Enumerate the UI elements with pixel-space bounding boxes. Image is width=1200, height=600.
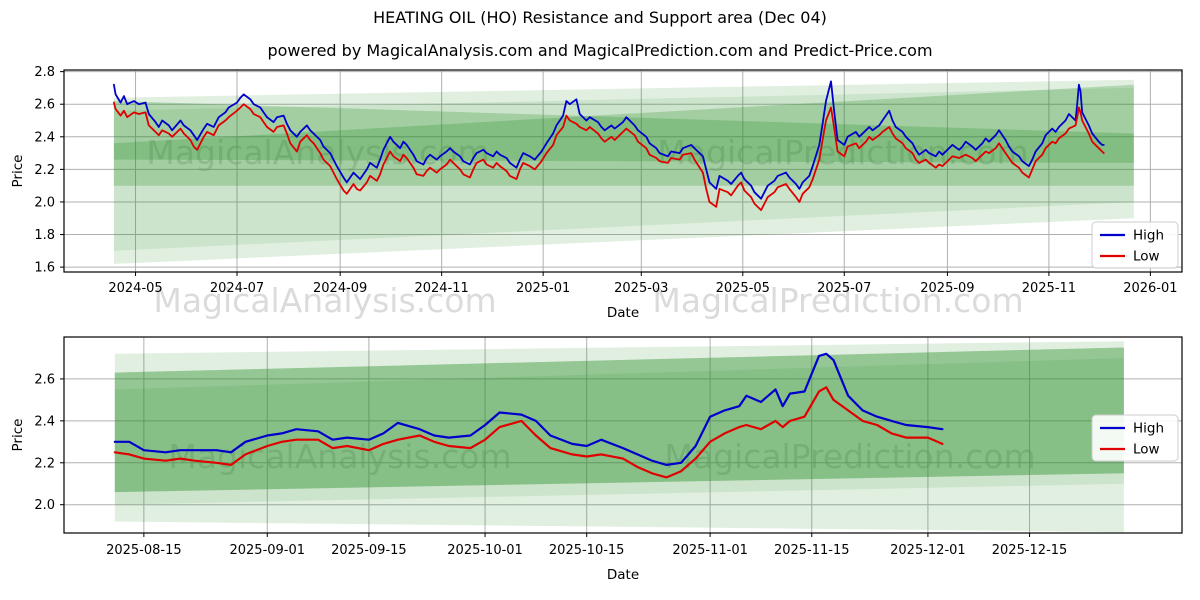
svg-text:2024-11: 2024-11 [414, 281, 468, 296]
svg-text:2.2: 2.2 [34, 163, 55, 178]
svg-text:Date: Date [607, 305, 639, 321]
svg-text:2025-07: 2025-07 [817, 281, 871, 296]
svg-text:2.8: 2.8 [34, 65, 55, 80]
svg-text:2.4: 2.4 [34, 130, 55, 145]
svg-text:1.6: 1.6 [34, 261, 55, 276]
svg-text:Price: Price [10, 155, 26, 188]
svg-text:2025-11: 2025-11 [1022, 281, 1076, 296]
price-chart-bottom: 2025-08-15 2025-09-01 2025-09-15 2025-10-01… [10, 336, 1183, 583]
svg-text:2025-10-15: 2025-10-15 [549, 543, 625, 558]
svg-text:2026-01: 2026-01 [1123, 281, 1177, 296]
svg-text:2.0: 2.0 [34, 195, 55, 210]
svg-text:2.0: 2.0 [34, 498, 55, 513]
svg-text:Price: Price [10, 419, 26, 452]
svg-text:2025-12-01: 2025-12-01 [890, 543, 966, 558]
svg-text:2.4: 2.4 [34, 414, 55, 429]
svg-text:2025-03: 2025-03 [614, 281, 668, 296]
figure-title: HEATING OIL (HO) Resistance and Support … [373, 8, 827, 27]
svg-text:2025-11-01: 2025-11-01 [672, 543, 748, 558]
svg-text:High: High [1133, 228, 1164, 244]
svg-text:2025-10-01: 2025-10-01 [447, 543, 523, 558]
figure-subtitle: powered by MagicalAnalysis.com and Magic… [267, 41, 933, 60]
svg-text:2025-01: 2025-01 [516, 281, 570, 296]
svg-text:2025-09-15: 2025-09-15 [331, 543, 407, 558]
svg-text:2025-08-15: 2025-08-15 [106, 543, 182, 558]
svg-text:2025-09: 2025-09 [920, 281, 974, 296]
svg-text:Date: Date [607, 567, 639, 583]
svg-text:Low: Low [1133, 442, 1160, 458]
svg-text:Low: Low [1133, 249, 1160, 265]
svg-text:2025-11-15: 2025-11-15 [774, 543, 850, 558]
svg-text:2024-05: 2024-05 [108, 281, 162, 296]
svg-text:2025-05: 2025-05 [716, 281, 770, 296]
svg-text:1.8: 1.8 [34, 228, 55, 243]
svg-text:2024-07: 2024-07 [210, 281, 264, 296]
svg-text:2025-09-01: 2025-09-01 [229, 543, 305, 558]
price-chart-top: 2024-05 2024-07 2024-09 2024-11 2025-01 2025-… [10, 65, 1183, 321]
svg-text:2.6: 2.6 [34, 98, 55, 113]
svg-text:High: High [1133, 421, 1164, 437]
svg-text:2.2: 2.2 [34, 456, 55, 471]
svg-text:2024-09: 2024-09 [313, 281, 367, 296]
svg-text:2.6: 2.6 [34, 372, 55, 387]
svg-text:2025-12-15: 2025-12-15 [992, 543, 1068, 558]
